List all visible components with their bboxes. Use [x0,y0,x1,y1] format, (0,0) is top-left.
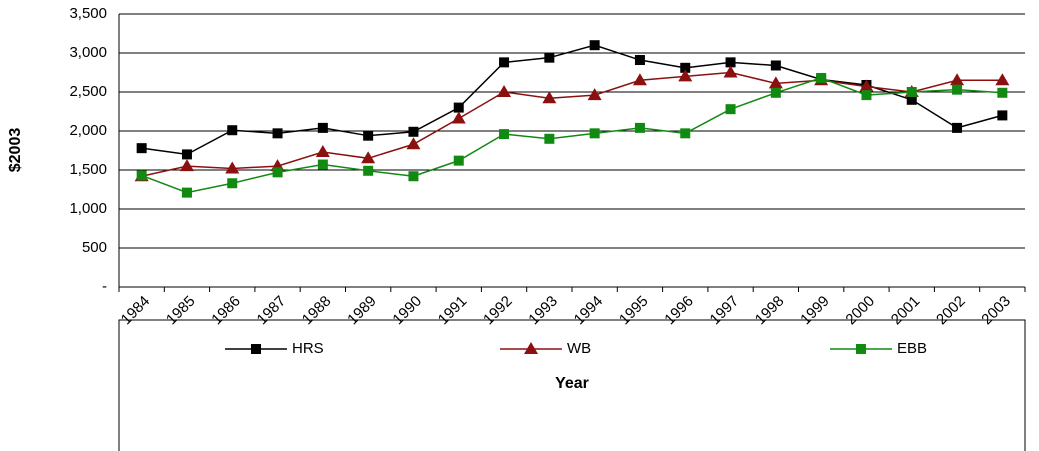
x-tick-label: 1991 [435,293,471,329]
data-point [544,133,555,144]
x-tick-label: 1985 [163,293,199,329]
data-point [906,87,917,97]
data-point [136,170,147,181]
data-point [451,111,466,124]
data-point [227,125,238,136]
data-point [453,102,464,113]
y-tick-label: 3,000 [69,44,107,61]
data-point [680,128,691,139]
data-point [317,122,328,133]
data-point [997,87,1008,98]
legend-box [118,319,1026,451]
data-point [542,91,557,104]
data-point [408,126,419,137]
x-tick-label: 1992 [480,293,516,329]
x-tick-label: 2002 [933,293,969,329]
data-point [816,72,827,83]
data-point [453,155,464,166]
data-point [136,143,147,154]
data-point [272,128,283,139]
legend-marker [856,344,866,354]
y-tick-label: 500 [82,239,107,256]
data-point [361,151,376,164]
x-tick-label: 1998 [752,293,788,329]
data-point [952,122,963,133]
data-point [634,122,645,133]
series-line [141,77,1003,194]
x-tick-label: 1986 [208,293,244,329]
data-point [181,187,192,198]
y-tick-label: 2,000 [69,122,107,139]
x-tick-label: 1988 [299,293,335,329]
data-point [363,165,374,176]
data-point [589,40,600,51]
data-point [499,129,510,140]
legend-marker [251,344,261,354]
x-tick-label: 1994 [571,293,607,329]
data-point [315,145,330,158]
data-point [497,85,512,97]
y-tick-label: 1,000 [69,200,107,217]
data-point [179,159,194,172]
data-point [406,137,421,150]
data-point [723,65,738,78]
legend-label: WB [567,340,591,357]
data-point [272,167,283,178]
x-tick-label: 1993 [525,293,561,329]
data-point [997,110,1008,121]
data-point [770,87,781,98]
y-tick-label: 3,500 [69,5,107,22]
data-point [725,104,736,115]
data-point [632,73,647,86]
data-point [225,161,240,174]
x-axis-title: Year [555,375,589,392]
series-line [141,44,1003,156]
data-point [952,84,963,95]
x-tick-label: 1996 [661,293,697,329]
data-point [950,73,965,86]
data-point [181,149,192,160]
data-point [589,128,600,139]
data-point [906,94,917,105]
x-tick-label: 2001 [888,293,924,329]
data-point [363,130,374,141]
x-tick-label: 1999 [797,293,833,329]
y-tick-label: - [102,278,107,295]
data-point [544,52,555,63]
x-tick-label: 1997 [707,293,743,329]
x-tick-label: 2003 [978,293,1014,329]
data-point [317,159,328,170]
data-point [680,62,691,73]
data-point [995,73,1010,86]
legend-label: HRS [292,340,324,357]
y-axis-title: $2003 [7,128,24,173]
series-line [141,71,1003,177]
legend-label: EBB [897,340,927,357]
data-point [634,55,645,66]
data-point [768,76,783,89]
data-point [859,79,874,92]
x-tick-label: 1984 [118,293,154,329]
data-point [408,171,419,182]
data-point [770,60,781,71]
y-tick-label: 2,500 [69,83,107,100]
x-tick-label: 1989 [344,293,380,329]
legend-marker [524,342,538,354]
data-point [861,90,872,101]
data-point [725,57,736,68]
y-tick-label: 1,500 [69,161,107,178]
data-point [499,57,510,68]
x-tick-label: 1995 [616,293,652,329]
x-tick-label: 2000 [842,293,878,329]
x-tick-label: 1987 [254,293,290,329]
x-tick-label: 1990 [389,293,425,329]
data-point [227,178,238,189]
data-point [587,88,602,101]
data-point [678,69,693,82]
